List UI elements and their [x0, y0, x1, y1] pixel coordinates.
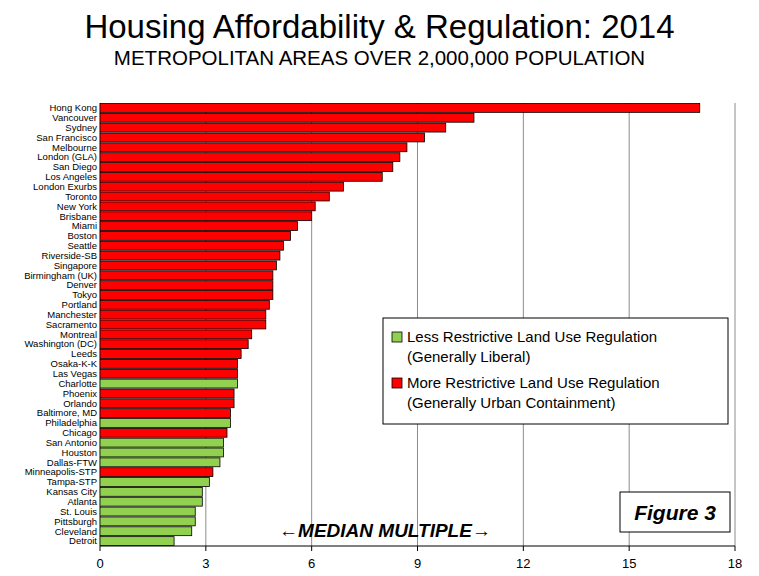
- bar: [100, 379, 238, 388]
- tick-label: 12: [516, 556, 530, 571]
- bar: [100, 468, 213, 477]
- tick-mark: [735, 546, 736, 551]
- bar: [100, 153, 400, 162]
- legend-label: More Restrictive Land Use Regulation (Ge…: [407, 374, 664, 411]
- bar: [100, 182, 343, 191]
- grid: [100, 103, 735, 551]
- bar: [100, 143, 407, 152]
- bar: [100, 212, 312, 221]
- bar: [100, 231, 291, 240]
- bar: [100, 458, 220, 467]
- bar: [100, 133, 425, 142]
- legend: Less Restrictive Land Use Regulation (Ge…: [383, 318, 728, 424]
- tick-label: 0: [96, 556, 103, 571]
- bar: [100, 271, 273, 280]
- bar: [100, 359, 238, 368]
- bar: [100, 537, 174, 546]
- bar: [100, 330, 252, 339]
- bar: [100, 428, 227, 437]
- legend-box: [383, 318, 728, 424]
- tick-mark: [311, 546, 312, 551]
- bar: [100, 291, 273, 300]
- tick-mark: [417, 546, 418, 551]
- bar: [100, 251, 280, 260]
- bar: [100, 163, 393, 172]
- tick-label: 15: [622, 556, 636, 571]
- bar: [100, 320, 266, 329]
- bar: [100, 389, 234, 398]
- tick-mark: [100, 546, 101, 551]
- x-axis-label: ←MEDIAN MULTIPLE→: [279, 520, 491, 541]
- bar: [100, 419, 231, 428]
- bar: [100, 192, 329, 201]
- tick-label: 3: [202, 556, 209, 571]
- annotation-text: Figure 3: [634, 501, 716, 524]
- bar: [100, 241, 283, 250]
- subtitle: METROPOLITAN AREAS OVER 2,000,000 POPULA…: [114, 46, 645, 69]
- bar: [100, 202, 315, 211]
- bar: [100, 222, 298, 231]
- grid-line: [735, 103, 736, 546]
- bar: [100, 281, 273, 290]
- category-label: Detroit: [69, 535, 97, 546]
- legend-label-line: Less Restrictive Land Use Regulation: [407, 328, 661, 345]
- tick-mark: [523, 546, 524, 551]
- bar: [100, 497, 202, 506]
- tick-mark: [629, 546, 630, 551]
- bar: [100, 399, 234, 408]
- tick-mark: [205, 546, 206, 551]
- bar: [100, 310, 266, 319]
- legend-swatch: [392, 378, 402, 388]
- bar: [100, 350, 241, 359]
- annotation: Figure 3: [620, 492, 730, 532]
- annotation-box: [620, 492, 730, 532]
- tick-label: 18: [728, 556, 742, 571]
- tick-label: 6: [308, 556, 315, 571]
- x-axis: [100, 546, 735, 547]
- bar: [100, 103, 700, 112]
- legend-label-line: (Generally Urban Containment): [407, 394, 615, 411]
- bar: [100, 123, 446, 132]
- bar: [100, 448, 223, 457]
- bar: [100, 487, 202, 496]
- chart: Housing Affordability & Regulation: 2014…: [0, 0, 759, 576]
- bar: [100, 340, 248, 349]
- legend-label-line: More Restrictive Land Use Regulation: [407, 374, 664, 391]
- bar: [100, 369, 238, 378]
- bar: [100, 113, 474, 122]
- title: Housing Affordability & Regulation: 2014: [84, 8, 674, 45]
- legend-swatch: [392, 332, 402, 342]
- bar: [100, 409, 231, 418]
- bar: [100, 300, 269, 309]
- bar: [100, 261, 276, 270]
- legend-label: Less Restrictive Land Use Regulation (Ge…: [407, 328, 661, 365]
- bar: [100, 172, 382, 181]
- bar: [100, 527, 192, 536]
- bar: [100, 438, 223, 447]
- bar: [100, 478, 209, 487]
- tick-label: 9: [414, 556, 421, 571]
- bar: [100, 507, 195, 516]
- legend-label-line: (Generally Liberal): [407, 348, 530, 365]
- bar: [100, 517, 195, 526]
